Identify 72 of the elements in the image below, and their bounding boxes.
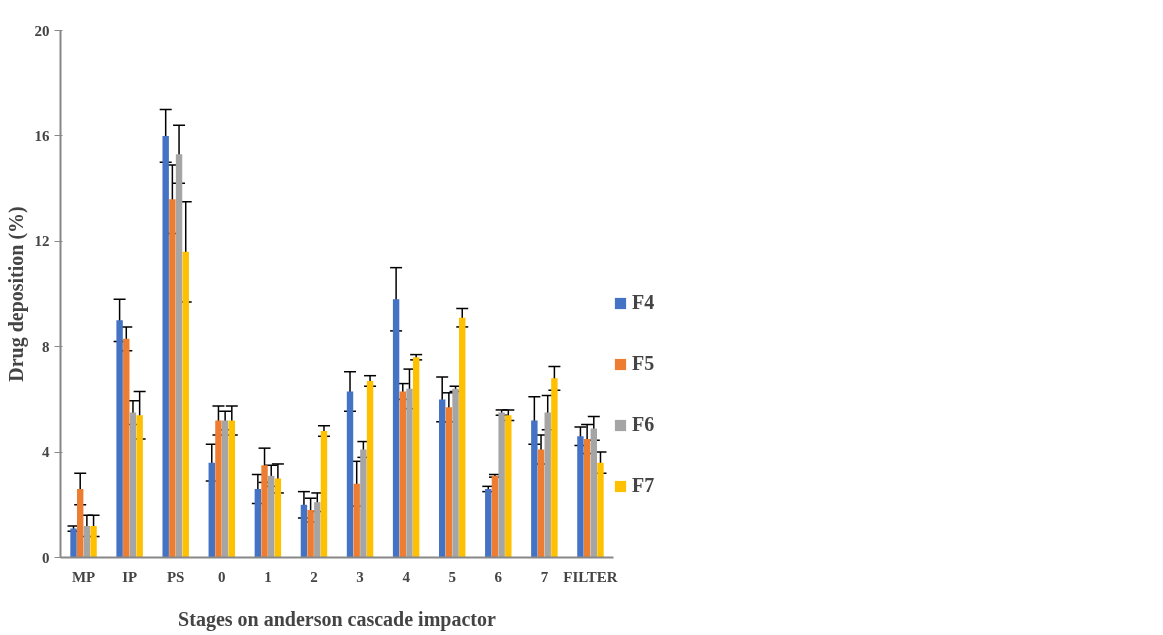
bar [254, 488, 262, 558]
bar [577, 436, 584, 558]
bar [412, 357, 420, 558]
bar [406, 388, 413, 558]
bar [221, 420, 229, 558]
bar [261, 465, 268, 558]
x-axis-title: Stages on anderson cascade impactor [178, 607, 496, 631]
y-tick-label: 20 [34, 22, 50, 39]
bar [399, 391, 406, 558]
bar [531, 420, 538, 558]
bar [268, 475, 275, 558]
bar [300, 504, 308, 558]
y-tick-label: 0 [42, 549, 50, 566]
x-tick-label: MP [71, 568, 96, 585]
x-tick-label: IP [122, 568, 138, 585]
bar [162, 135, 169, 558]
x-tick-label: 6 [494, 568, 503, 585]
bar [353, 483, 360, 558]
bar [485, 488, 492, 558]
bar [274, 478, 282, 558]
bar [346, 391, 354, 558]
bar [175, 154, 183, 558]
x-tick-label: 3 [356, 568, 364, 585]
bar [169, 199, 176, 558]
y-tick-label: 12 [34, 233, 50, 250]
y-tick-label: 16 [34, 127, 50, 144]
y-tick-label: 8 [42, 338, 50, 355]
bar [129, 412, 137, 558]
legend-label: F5 [632, 352, 655, 375]
bar [90, 525, 97, 558]
bar [123, 338, 130, 558]
bar [76, 488, 84, 558]
bar [307, 510, 314, 558]
bar [70, 528, 77, 558]
bar [360, 449, 367, 558]
bar [590, 428, 598, 558]
bar [392, 299, 400, 558]
bar [320, 431, 328, 558]
x-tick-label: 0 [218, 568, 226, 585]
bar [136, 415, 143, 558]
legend-label: F6 [632, 413, 655, 436]
bar [583, 438, 591, 558]
x-tick-label: FILTER [563, 568, 618, 585]
x-tick-label: 2 [310, 568, 318, 585]
bar [459, 317, 466, 558]
legend-label: F7 [632, 474, 655, 497]
bar [228, 420, 236, 558]
bar [452, 388, 459, 558]
bar [182, 251, 189, 558]
bar [498, 412, 505, 558]
legend-label: F4 [632, 291, 655, 314]
bar [116, 320, 123, 558]
bar [597, 462, 604, 558]
bar [505, 415, 512, 558]
x-tick-label: PS [166, 568, 185, 585]
bar [366, 380, 374, 558]
bar [544, 412, 551, 558]
bar [537, 449, 545, 558]
bar [215, 420, 222, 558]
bar [445, 407, 453, 558]
bar [83, 525, 91, 558]
x-tick-label: 1 [264, 568, 272, 585]
bar [208, 462, 215, 558]
x-tick-label: 5 [448, 568, 456, 585]
y-tick-label: 4 [42, 444, 50, 461]
bar [551, 378, 558, 558]
bar [438, 399, 446, 558]
bar [314, 502, 321, 558]
y-axis-title: Drug deposition (%) [4, 206, 28, 382]
x-tick-label: 7 [540, 568, 549, 585]
x-tick-label: 4 [402, 568, 411, 585]
bar [491, 475, 499, 558]
